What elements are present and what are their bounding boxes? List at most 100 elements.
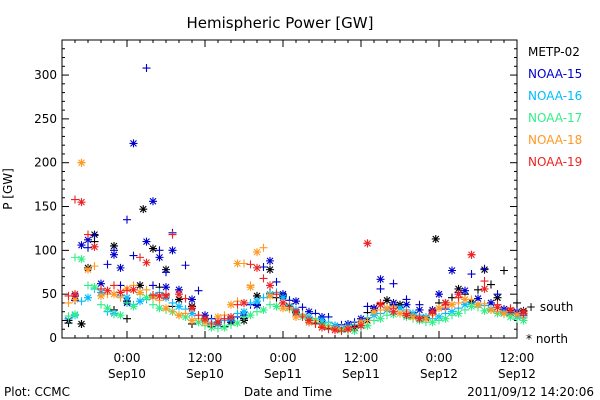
north-data-point (84, 235, 92, 244)
north-data-point (162, 283, 170, 292)
north-data-point (142, 258, 151, 267)
south-data-point (311, 319, 320, 328)
legend-entry: METP-02 (528, 45, 580, 59)
north-data-point (136, 281, 144, 290)
north-data-point (233, 319, 242, 328)
south-data-point (142, 285, 151, 294)
x-tick-time-label: 12:00 (188, 351, 223, 365)
north-data-point (480, 306, 489, 315)
north-data-point (435, 304, 443, 313)
north-data-point (474, 294, 482, 303)
north-data-point (259, 305, 268, 314)
north-data-point (253, 297, 261, 306)
south-data-point (272, 277, 281, 286)
north-data-point (344, 325, 352, 334)
south-data-point (207, 319, 216, 328)
north-data-point (110, 290, 118, 299)
north-data-point (431, 234, 440, 243)
north-data-point (506, 312, 515, 321)
south-data-point (266, 300, 274, 309)
north-data-point (266, 291, 274, 300)
south-data-point (298, 312, 307, 321)
south-data-point (493, 290, 502, 299)
north-data-point (506, 305, 515, 314)
north-data-point (71, 295, 79, 304)
north-data-point (227, 312, 235, 321)
y-tick-label: 0 (49, 331, 57, 345)
x-tick-time-label: 0:00 (114, 351, 141, 365)
south-data-point (123, 215, 131, 224)
north-data-point (305, 307, 313, 316)
north-data-point (357, 321, 365, 330)
north-data-point (363, 239, 372, 248)
south-data-point (168, 298, 177, 307)
south-data-point (142, 64, 151, 73)
north-data-point (448, 300, 456, 309)
north-data-point (383, 296, 391, 305)
north-data-point (168, 246, 177, 255)
north-data-point (279, 298, 287, 307)
north-data-point (90, 242, 99, 251)
north-data-point (448, 266, 456, 275)
south-data-point (272, 290, 281, 299)
south-data-point (110, 310, 118, 319)
north-data-point (246, 311, 255, 320)
north-data-point (149, 244, 157, 253)
north-data-point (500, 309, 508, 318)
south-data-point (363, 302, 372, 311)
north-data-point (220, 323, 229, 332)
north-data-point (240, 307, 248, 316)
north-data-point (305, 316, 313, 325)
north-data-point (233, 259, 242, 268)
north-data-point (376, 275, 385, 284)
north-data-point (467, 250, 476, 259)
south-data-point (253, 307, 261, 316)
north-data-point (149, 197, 157, 206)
north-data-point (116, 311, 125, 320)
x-tick-date-label: Sep12 (498, 367, 536, 381)
north-data-point (493, 303, 502, 312)
south-data-point (123, 298, 131, 307)
north-data-point (519, 316, 528, 325)
north-data-point (474, 300, 482, 309)
north-data-point (292, 297, 300, 306)
south-data-point (136, 253, 144, 262)
south-data-point (227, 320, 235, 329)
north-data-point (383, 304, 391, 313)
south-data-point (240, 312, 248, 321)
north-data-point (461, 300, 469, 309)
north-data-point (77, 158, 86, 167)
north-data-point (175, 285, 183, 294)
north-data-point (428, 318, 437, 327)
north-data-point (279, 304, 287, 313)
north-data-point (487, 298, 495, 307)
south-data-point (467, 270, 476, 279)
north-data-point (214, 312, 222, 321)
south-data-point (480, 299, 489, 308)
north-data-point (155, 291, 164, 300)
south-data-point (376, 284, 385, 293)
x-tick-time-label: 0:00 (426, 351, 453, 365)
north-data-point (188, 316, 196, 325)
north-data-point (201, 314, 209, 323)
north-data-point (461, 295, 469, 304)
north-data-point (253, 291, 261, 300)
legend: METP-02 NOAA-15 NOAA-16 NOAA-17 NOAA-18 NOAA-… (526, 45, 582, 346)
north-data-point (441, 314, 450, 323)
north-data-point (272, 302, 281, 311)
x-tick-time-label: 12:00 (500, 351, 535, 365)
north-data-point (77, 255, 86, 264)
south-data-point (168, 307, 177, 316)
x-tick-time-label: 12:00 (344, 351, 379, 365)
south-data-point (480, 264, 489, 273)
legend-entry: NOAA-16 (528, 89, 582, 103)
north-data-point (188, 309, 196, 318)
south-data-point (181, 309, 190, 318)
north-data-point (71, 310, 79, 319)
north-data-point (454, 309, 463, 318)
north-data-point (129, 139, 138, 148)
north-data-point (97, 279, 105, 288)
north-data-point (402, 300, 411, 309)
north-data-point (162, 304, 170, 313)
north-data-point (71, 290, 79, 299)
